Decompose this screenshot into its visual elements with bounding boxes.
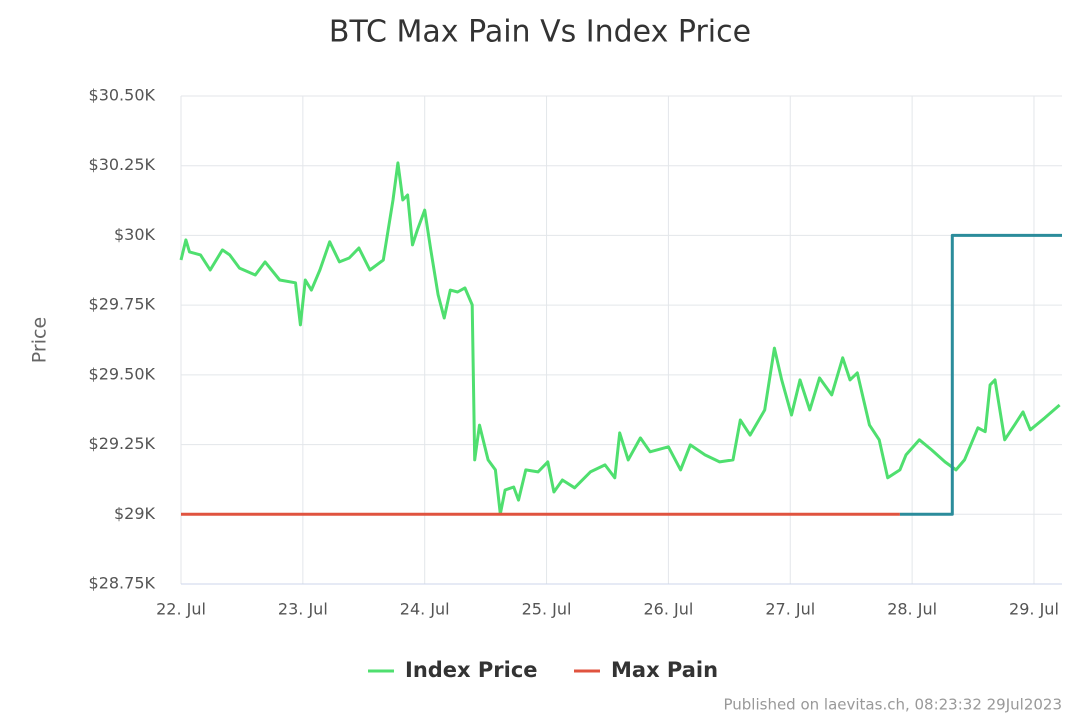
y-tick-label: $29.25K bbox=[89, 434, 156, 453]
x-tick-label: 29. Jul bbox=[1009, 600, 1059, 619]
x-tick-label: 23. Jul bbox=[278, 600, 328, 619]
y-tick-label: $29K bbox=[114, 504, 156, 523]
x-tick-label: 26. Jul bbox=[643, 600, 693, 619]
line-series bbox=[899, 233, 1062, 516]
x-tick-label: 22. Jul bbox=[156, 600, 206, 619]
y-tick-label: $29.75K bbox=[89, 295, 156, 314]
x-tick-label: 28. Jul bbox=[887, 600, 937, 619]
y-tick-label: $28.75K bbox=[89, 574, 156, 593]
y-tick-label: $29.50K bbox=[89, 364, 156, 383]
footer: Published on laevitas.ch, 08:23:32 29Jul… bbox=[723, 696, 1062, 714]
x-tick-label: 25. Jul bbox=[522, 600, 572, 619]
y-tick-label: $30.50K bbox=[89, 86, 156, 105]
y-tick-label: $30.25K bbox=[89, 155, 156, 174]
legend-label: Index Price bbox=[405, 658, 538, 682]
line-series bbox=[179, 161, 1061, 516]
x-tick-label: 24. Jul bbox=[400, 600, 450, 619]
y-axis-title: Price bbox=[29, 317, 51, 363]
y-tick-label: $30K bbox=[114, 225, 156, 244]
x-tick-label: 27. Jul bbox=[765, 600, 815, 619]
legend-label: Max Pain bbox=[611, 658, 718, 682]
chart-title: BTC Max Pain Vs Index Price bbox=[329, 15, 751, 50]
